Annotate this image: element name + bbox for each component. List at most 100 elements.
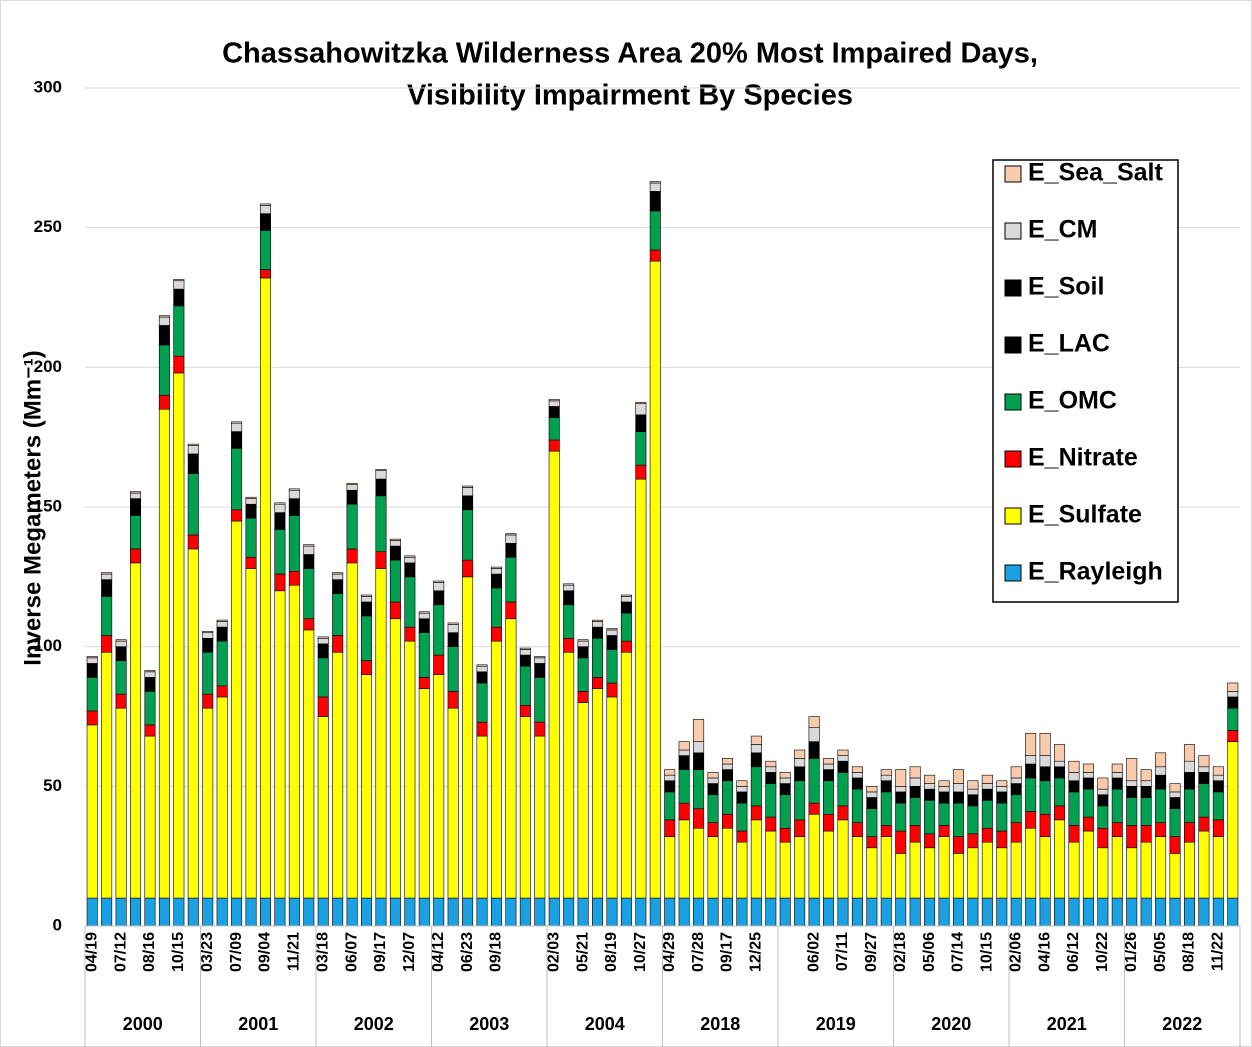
bar-segment (1097, 897, 1109, 927)
bar-segment (1155, 766, 1167, 776)
bar-segment (938, 791, 950, 796)
bar-segment (794, 758, 806, 768)
bar-segment (880, 897, 892, 927)
bar-segment (346, 562, 358, 899)
bar-segment (895, 786, 907, 793)
bar-segment (996, 786, 1008, 793)
bar-segment (592, 897, 604, 927)
bar-segment (173, 897, 185, 927)
bar-segment (317, 646, 329, 659)
bar-segment (693, 808, 705, 829)
bar-segment (721, 813, 733, 829)
bar-segment (303, 554, 315, 558)
bar-segment (1054, 819, 1066, 899)
bar-segment (187, 456, 199, 474)
bar-segment (1155, 788, 1167, 823)
bar-segment (490, 897, 502, 927)
bar-segment (259, 269, 271, 279)
legend: E_Sea_Salt E_CM E_Soil E_LAC E_OMC E_Nitrate E… (992, 159, 1179, 603)
bar-segment (332, 582, 344, 594)
bar-segment (1126, 797, 1138, 826)
bar-segment (86, 710, 98, 726)
bar-segment (794, 897, 806, 927)
bar-segment (1111, 836, 1123, 899)
x-tick-label: 09/17 (719, 932, 736, 972)
bar-segment (592, 688, 604, 899)
bar-segment (187, 473, 199, 536)
bar-segment (433, 604, 445, 656)
bar-segment (216, 626, 228, 631)
bar-segment (332, 593, 344, 636)
y-tick-label: 200 (34, 357, 62, 376)
bar-segment (548, 439, 560, 452)
bar-segment (202, 707, 214, 899)
bar-segment (274, 897, 286, 927)
bar-segment (332, 897, 344, 927)
bar-segment (1111, 788, 1123, 823)
bar-segment (779, 794, 791, 829)
bar-segment (1097, 847, 1109, 899)
bar-segment (389, 897, 401, 927)
bar-segment (750, 744, 762, 754)
bar-segment (765, 816, 777, 832)
bar-segment (895, 897, 907, 927)
x-tick-label: 02/06 (1007, 932, 1024, 972)
legend-label: E_OMC (1028, 387, 1117, 415)
x-tick-label: 10/15 (979, 932, 996, 972)
bar-segment (86, 663, 98, 667)
bar-segment (823, 813, 835, 832)
bar-segment (519, 657, 531, 667)
year-label: 2019 (816, 1014, 856, 1034)
bar-segment (418, 618, 430, 622)
bar-segment (288, 515, 300, 572)
bar-segment (490, 640, 502, 899)
bar-segment (332, 573, 344, 580)
bar-segment (231, 421, 243, 424)
bar-segment (866, 897, 878, 927)
bar-segment (158, 316, 170, 326)
x-tick-label: 09/17 (372, 932, 389, 972)
bar-segment (288, 570, 300, 586)
bar-segment (678, 741, 690, 751)
bar-segment (245, 498, 257, 505)
bar-segment (130, 897, 142, 927)
bar-segment (231, 897, 243, 927)
bar-segment (462, 897, 474, 927)
bar-segment (433, 580, 445, 583)
year-label: 2018 (700, 1014, 740, 1034)
bar-segment (851, 836, 863, 899)
bar-segment (981, 774, 993, 784)
bar-segment (765, 772, 777, 776)
bar-segment (447, 624, 459, 634)
bar-segment (1140, 841, 1152, 899)
bar-segment (808, 813, 820, 899)
bar-segment (1183, 772, 1195, 776)
bar-segment (288, 501, 300, 516)
bar-segment (1097, 788, 1109, 796)
bar-segment (577, 702, 589, 899)
bar-segment (1227, 682, 1239, 692)
bar-segment (476, 721, 488, 737)
bar-segment (1010, 766, 1022, 779)
legend-swatch (1004, 222, 1022, 240)
x-tick-label: 07/14 (950, 932, 967, 972)
bar-segment (548, 408, 560, 418)
bar-segment (1082, 763, 1094, 773)
bar-segment (231, 431, 243, 435)
bar-segment (433, 593, 445, 606)
bar-segment (1169, 799, 1181, 809)
bar-segment (721, 772, 733, 782)
x-tick-label: 08/16 (141, 932, 158, 972)
bar-segment (779, 897, 791, 927)
bar-segment (1025, 763, 1037, 768)
x-tick-label: 07/28 (690, 932, 707, 972)
bar-segment (216, 696, 228, 899)
bar-segment (1212, 783, 1224, 793)
bar-segment (1039, 769, 1051, 782)
bar-segment (721, 758, 733, 765)
bar-segment (288, 488, 300, 491)
bar-segment (1183, 744, 1195, 762)
bar-segment (288, 489, 300, 499)
bar-segment (519, 647, 531, 650)
bar-segment (462, 485, 474, 488)
